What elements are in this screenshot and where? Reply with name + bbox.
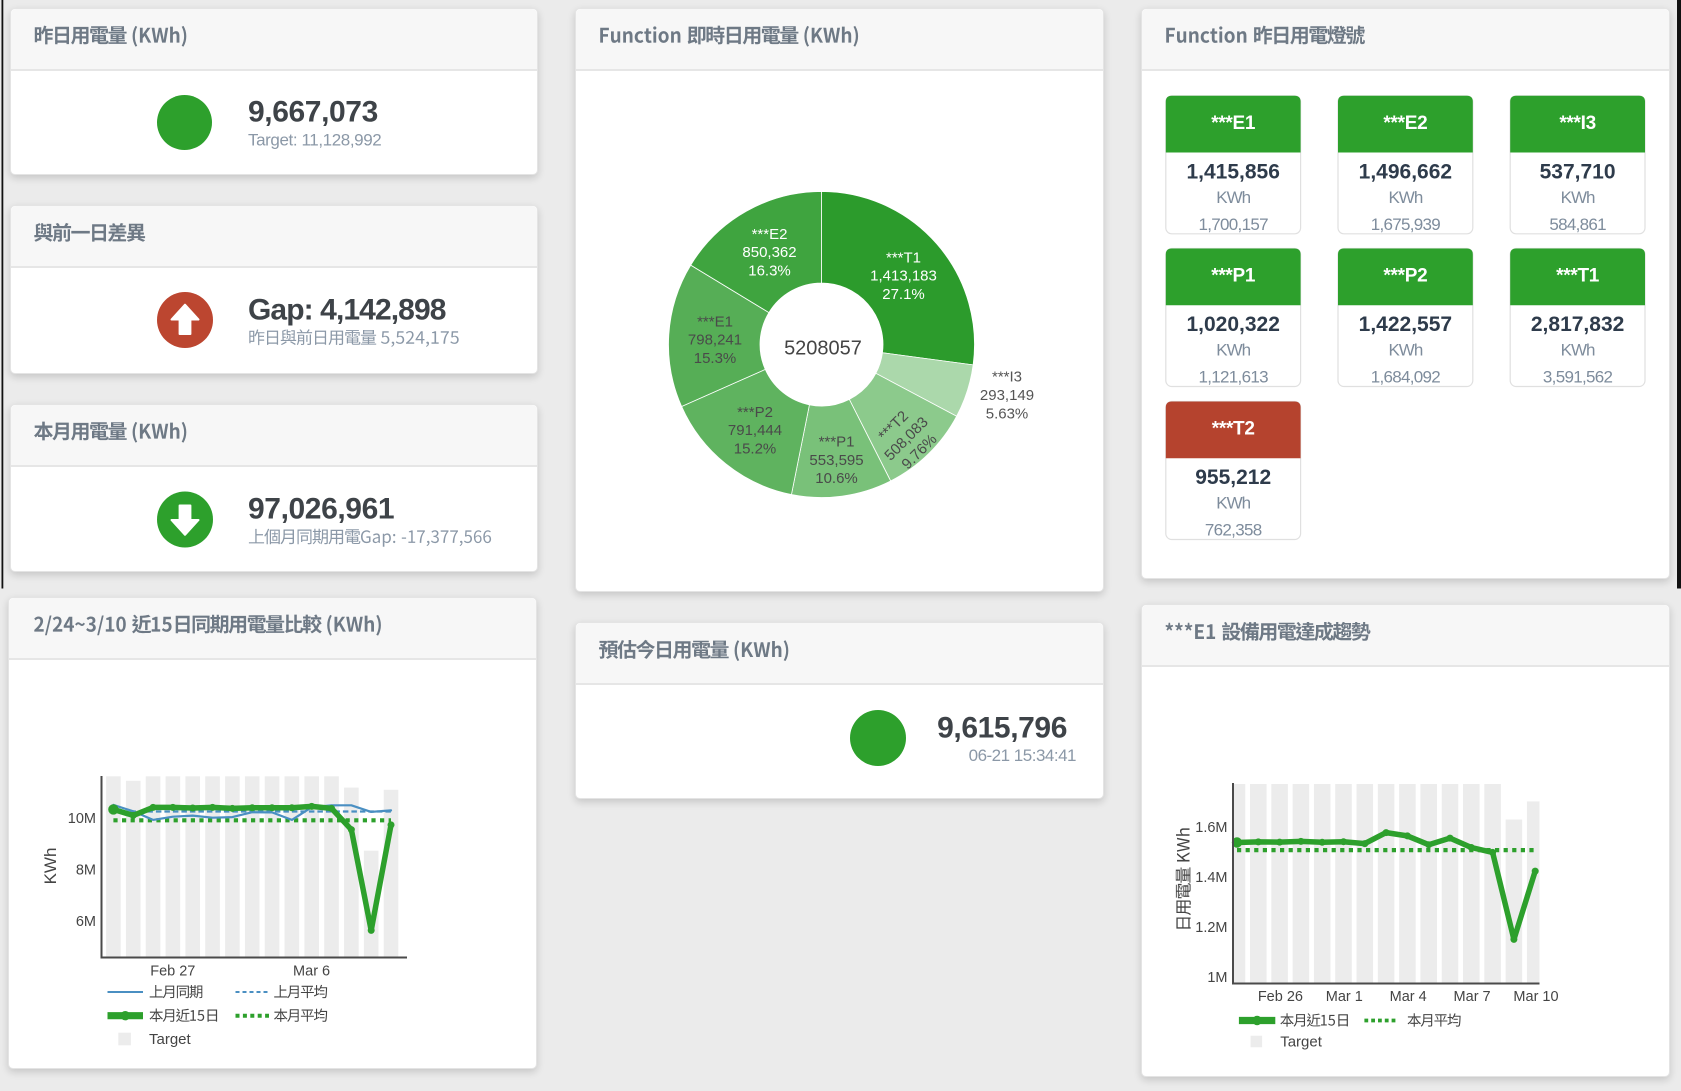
svg-text:16.3%: 16.3% — [748, 263, 791, 280]
svg-text:Target: Target — [1280, 1034, 1323, 1051]
svg-text:Mar 4: Mar 4 — [1390, 989, 1427, 1005]
svg-text:1,413,183: 1,413,183 — [870, 268, 937, 285]
svg-text:9,615,796: 9,615,796 — [937, 711, 1067, 744]
svg-text:06-21 15:34:41: 06-21 15:34:41 — [969, 746, 1076, 765]
svg-text:1.2M: 1.2M — [1195, 920, 1227, 936]
svg-text:KWh: KWh — [1561, 341, 1595, 360]
svg-text:1,675,939: 1,675,939 — [1371, 215, 1441, 234]
svg-text:KWh: KWh — [41, 848, 60, 885]
svg-text:***P1: ***P1 — [819, 434, 855, 451]
svg-text:***E2: ***E2 — [752, 226, 788, 243]
svg-text:***P2: ***P2 — [737, 404, 773, 421]
svg-text:3,591,562: 3,591,562 — [1543, 368, 1613, 387]
svg-text:1.6M: 1.6M — [1195, 820, 1227, 836]
svg-text:1,415,856: 1,415,856 — [1186, 160, 1279, 183]
svg-text:1,496,662: 1,496,662 — [1359, 160, 1452, 183]
svg-text:6M: 6M — [76, 914, 96, 930]
svg-text:KWh: KWh — [1216, 494, 1250, 513]
svg-text:***I3: ***I3 — [992, 369, 1022, 386]
svg-text:Mar 1: Mar 1 — [1326, 989, 1363, 1005]
svg-text:1,020,322: 1,020,322 — [1186, 313, 1279, 336]
svg-text:***I3: ***I3 — [1559, 113, 1596, 134]
svg-text:1.4M: 1.4M — [1195, 870, 1227, 886]
svg-text:Target: Target — [149, 1031, 192, 1048]
svg-text:1,684,092: 1,684,092 — [1371, 368, 1441, 387]
svg-text:***T2: ***T2 — [1212, 419, 1255, 440]
svg-text:***T1: ***T1 — [886, 249, 921, 266]
svg-text:10M: 10M — [68, 811, 96, 827]
svg-text:537,710: 537,710 — [1540, 160, 1616, 183]
svg-text:***P1: ***P1 — [1211, 266, 1256, 287]
svg-text:553,595: 553,595 — [809, 452, 863, 469]
svg-text:27.1%: 27.1% — [882, 286, 925, 303]
svg-text:KWh: KWh — [1388, 341, 1422, 360]
svg-text:KWh: KWh — [1216, 188, 1250, 207]
svg-text:9,667,073: 9,667,073 — [248, 96, 378, 129]
svg-text:Gap: 4,142,898: Gap: 4,142,898 — [248, 293, 446, 326]
svg-text:***E1: ***E1 — [1211, 113, 1256, 134]
svg-text:Feb 27: Feb 27 — [150, 964, 195, 980]
svg-text:Feb 26: Feb 26 — [1258, 989, 1303, 1005]
svg-text:850,362: 850,362 — [742, 244, 796, 261]
svg-text:2,817,832: 2,817,832 — [1531, 313, 1624, 336]
svg-text:KWh: KWh — [1561, 188, 1595, 207]
svg-text:Mar 6: Mar 6 — [293, 964, 330, 980]
svg-text:1,121,613: 1,121,613 — [1199, 368, 1269, 387]
svg-text:293,149: 293,149 — [980, 387, 1034, 404]
svg-text:1,700,157: 1,700,157 — [1199, 215, 1269, 234]
svg-text:584,861: 584,861 — [1549, 215, 1606, 234]
svg-text:762,358: 762,358 — [1205, 521, 1262, 540]
svg-text:Mar 10: Mar 10 — [1513, 989, 1558, 1005]
svg-text:1,422,557: 1,422,557 — [1359, 313, 1452, 336]
svg-text:***P2: ***P2 — [1383, 266, 1427, 287]
svg-text:KWh: KWh — [1388, 188, 1422, 207]
svg-text:5208057: 5208057 — [784, 337, 862, 359]
svg-text:791,444: 791,444 — [728, 422, 782, 439]
svg-text:***T1: ***T1 — [1556, 266, 1600, 287]
svg-text:15.3%: 15.3% — [694, 350, 737, 367]
svg-text:1M: 1M — [1207, 970, 1227, 986]
svg-text:Target: 11,128,992: Target: 11,128,992 — [248, 131, 381, 150]
svg-text:5.63%: 5.63% — [986, 405, 1029, 422]
svg-text:955,212: 955,212 — [1195, 466, 1271, 489]
svg-text:Mar 7: Mar 7 — [1454, 989, 1491, 1005]
svg-text:***E1: ***E1 — [697, 313, 733, 330]
svg-text:***E2: ***E2 — [1383, 113, 1427, 134]
svg-text:798,241: 798,241 — [688, 332, 742, 349]
svg-text:KWh: KWh — [1216, 341, 1250, 360]
svg-text:97,026,961: 97,026,961 — [248, 493, 394, 526]
svg-text:8M: 8M — [76, 863, 96, 879]
svg-text:10.6%: 10.6% — [815, 470, 858, 487]
svg-text:15.2%: 15.2% — [734, 441, 777, 458]
